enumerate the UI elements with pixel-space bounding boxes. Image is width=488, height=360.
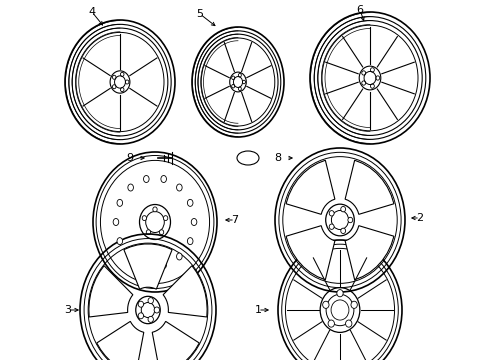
Ellipse shape	[159, 230, 163, 235]
Ellipse shape	[141, 302, 154, 318]
Text: 1: 1	[254, 305, 261, 315]
Ellipse shape	[327, 320, 334, 327]
Polygon shape	[285, 226, 334, 280]
Ellipse shape	[176, 184, 182, 191]
Polygon shape	[152, 321, 199, 360]
Ellipse shape	[148, 298, 153, 303]
Polygon shape	[123, 244, 172, 289]
Ellipse shape	[154, 307, 159, 313]
Ellipse shape	[340, 207, 345, 212]
Ellipse shape	[163, 216, 167, 221]
Ellipse shape	[322, 301, 328, 309]
Ellipse shape	[336, 289, 343, 297]
Ellipse shape	[142, 216, 146, 221]
Polygon shape	[163, 266, 207, 317]
Ellipse shape	[161, 261, 166, 269]
Ellipse shape	[153, 207, 157, 212]
Ellipse shape	[328, 211, 333, 216]
Text: 5: 5	[196, 9, 203, 19]
Ellipse shape	[161, 176, 166, 183]
Polygon shape	[345, 160, 393, 214]
Polygon shape	[345, 226, 393, 280]
Text: 3: 3	[64, 305, 71, 315]
Ellipse shape	[187, 199, 193, 206]
Ellipse shape	[345, 320, 351, 327]
Text: 6: 6	[356, 5, 363, 15]
Ellipse shape	[138, 301, 143, 307]
Ellipse shape	[146, 230, 150, 235]
Polygon shape	[97, 321, 143, 360]
Ellipse shape	[143, 176, 149, 183]
Ellipse shape	[138, 313, 143, 319]
Ellipse shape	[340, 228, 345, 234]
Ellipse shape	[127, 184, 133, 191]
Text: 9: 9	[126, 153, 133, 163]
Ellipse shape	[117, 238, 122, 245]
Ellipse shape	[325, 294, 353, 326]
Ellipse shape	[143, 261, 149, 269]
Text: 8: 8	[274, 153, 281, 163]
Ellipse shape	[328, 224, 333, 229]
Ellipse shape	[148, 316, 153, 322]
Ellipse shape	[331, 211, 348, 230]
Ellipse shape	[350, 301, 357, 309]
Text: 4: 4	[88, 7, 95, 17]
Text: 2: 2	[416, 213, 423, 223]
Ellipse shape	[191, 219, 197, 225]
Polygon shape	[285, 160, 334, 214]
Ellipse shape	[176, 253, 182, 260]
Text: 7: 7	[231, 215, 238, 225]
Polygon shape	[89, 266, 133, 317]
Ellipse shape	[117, 199, 122, 206]
Ellipse shape	[237, 151, 259, 165]
Ellipse shape	[145, 211, 164, 233]
Ellipse shape	[347, 217, 352, 223]
Ellipse shape	[187, 238, 193, 245]
Ellipse shape	[113, 219, 119, 225]
Ellipse shape	[127, 253, 133, 260]
